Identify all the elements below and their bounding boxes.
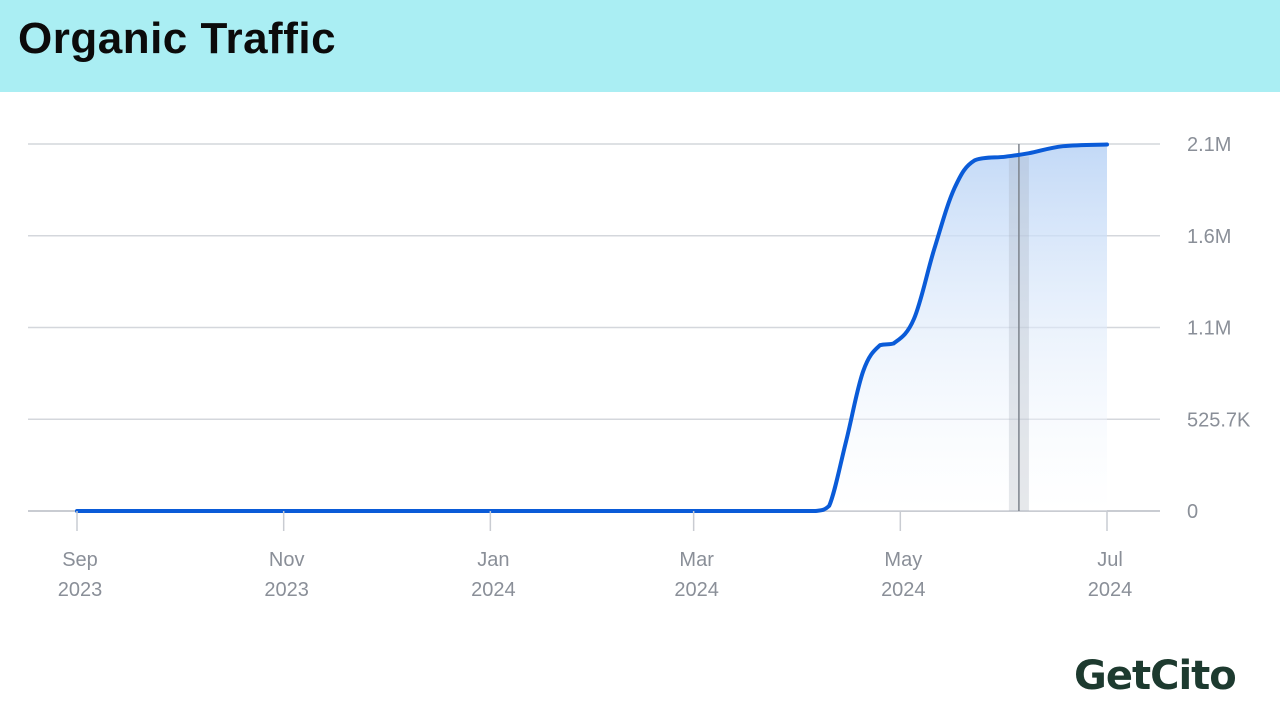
x-tick-label-month: Jul bbox=[1097, 549, 1123, 571]
y-tick-label: 1.6M bbox=[1187, 226, 1231, 248]
x-tick-label-month: Sep bbox=[62, 549, 98, 571]
page-title: Organic Traffic bbox=[18, 14, 337, 63]
x-tick-label-month: Jan bbox=[477, 549, 509, 571]
x-tick-label-month: Mar bbox=[679, 549, 714, 571]
series-area bbox=[77, 144, 1107, 511]
x-tick-label-year: 2023 bbox=[264, 579, 309, 601]
y-tick-label: 2.1M bbox=[1187, 134, 1231, 156]
y-tick-label: 0 bbox=[1187, 501, 1198, 523]
header-bar: Organic Traffic bbox=[0, 0, 1280, 92]
x-tick-label-year: 2024 bbox=[471, 579, 516, 601]
y-tick-label: 1.1M bbox=[1187, 318, 1231, 340]
x-tick-label-year: 2024 bbox=[674, 579, 719, 601]
logo-text: GetCito bbox=[1074, 653, 1237, 699]
x-tick-label-year: 2023 bbox=[58, 579, 103, 601]
y-tick-label: 525.7K bbox=[1187, 409, 1251, 431]
x-tick-label-year: 2024 bbox=[1088, 579, 1133, 601]
x-tick-label-month: Nov bbox=[269, 549, 305, 571]
x-tick-label-month: May bbox=[884, 549, 922, 571]
series-line bbox=[75, 142, 1109, 514]
x-tick-label-year: 2024 bbox=[881, 579, 926, 601]
getcito-logo: GetCito bbox=[1074, 648, 1237, 704]
